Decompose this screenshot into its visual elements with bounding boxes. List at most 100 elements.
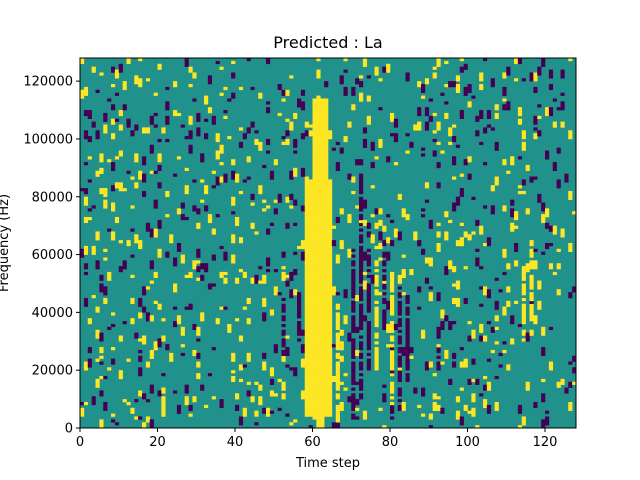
heatmap-cell [304,355,309,359]
heatmap-cell [529,306,534,310]
heatmap-cell [432,75,437,79]
heatmap-cell [269,370,275,374]
heatmap-cell [328,375,333,380]
heatmap-cell [238,422,244,426]
heatmap-cell [219,179,224,183]
heatmap-cell [397,234,402,238]
heatmap-cell [436,60,441,65]
heatmap-cell [304,326,309,331]
heatmap-cell [320,150,325,154]
heatmap-cell [572,367,577,371]
heatmap-cell [231,352,236,357]
heatmap-cell [548,364,554,368]
heatmap-cell [320,260,325,264]
heatmap-cell [184,399,189,403]
heatmap-cell [390,283,395,287]
heatmap-cell [324,367,329,371]
heatmap-cell [138,245,143,250]
heatmap-cell [188,271,193,276]
heatmap-cell [382,69,387,73]
heatmap-cell [312,295,317,299]
heatmap-cell [149,231,154,235]
heatmap-cell [355,401,360,406]
heatmap-cell [320,410,325,414]
heatmap-cell [339,240,344,244]
heatmap-cell [87,138,92,143]
heatmap-cell [455,196,461,200]
heatmap-cell [533,133,538,137]
heatmap-cell [184,216,189,221]
heatmap-cell [359,381,364,385]
heatmap-cell [490,127,495,131]
heatmap-cell [312,323,317,328]
heatmap-cell [320,141,325,146]
heatmap-cell [324,355,329,359]
heatmap-cell [324,110,329,114]
heatmap-cell [572,358,577,362]
heatmap-cell [533,78,538,82]
heatmap-cell [471,410,476,414]
heatmap-cell [390,312,395,316]
heatmap-cell [374,355,379,359]
heatmap-cell [304,289,309,293]
heatmap-cell [328,248,333,252]
heatmap-cell [572,355,577,359]
heatmap-cell [483,243,488,247]
heatmap-cell [320,173,325,177]
heatmap-cell [227,323,232,328]
heatmap-cell [320,355,325,359]
heatmap-cell [285,138,290,143]
heatmap-cell [405,335,410,339]
heatmap-cell [238,364,244,368]
heatmap-cell [200,266,205,270]
heatmap-cell [324,349,329,354]
heatmap-cell [297,245,302,250]
heatmap-cell [514,263,519,267]
heatmap-cell [308,130,313,134]
heatmap-cell [246,297,251,302]
heatmap-cell [304,260,309,264]
heatmap-cell [351,274,356,278]
heatmap-cell [200,384,205,388]
heatmap-cell [351,407,356,411]
heatmap-cell [320,127,325,131]
heatmap-cell [297,300,302,304]
heatmap-cell [397,303,402,307]
heatmap-cell [324,289,329,293]
heatmap-cell [308,190,313,195]
x-tick-label: 0 [76,435,84,450]
heatmap-cell [153,205,158,209]
heatmap-cell [436,141,441,146]
heatmap-cell [378,407,383,411]
heatmap-cell [297,323,302,328]
heatmap-cell [320,358,325,362]
heatmap-cell [328,205,333,209]
heatmap-cell [293,269,298,273]
heatmap-cell [308,205,313,209]
heatmap-cell [153,347,158,351]
heatmap-cell [560,107,565,111]
heatmap-cell [359,315,364,319]
heatmap-cell [281,329,286,333]
heatmap-cell [440,321,445,325]
heatmap-cell [459,416,464,420]
heatmap-cell [397,390,402,394]
heatmap-cell [529,309,534,313]
heatmap-cell [343,292,348,296]
heatmap-cell [436,243,441,247]
heatmap-cell [215,133,220,137]
heatmap-cell [370,240,375,244]
heatmap-cell [390,344,395,348]
heatmap-cell [316,243,321,247]
heatmap-cell [533,315,538,319]
heatmap-cell [370,164,375,169]
heatmap-cell [157,225,162,229]
heatmap-cell [324,81,329,85]
heatmap-cell [235,277,240,281]
heatmap-cell [347,121,352,125]
heatmap-cell [312,393,317,397]
heatmap-cell [103,112,108,117]
heatmap-cell [161,127,166,131]
heatmap-cell [362,315,368,319]
heatmap-cell [269,312,275,316]
